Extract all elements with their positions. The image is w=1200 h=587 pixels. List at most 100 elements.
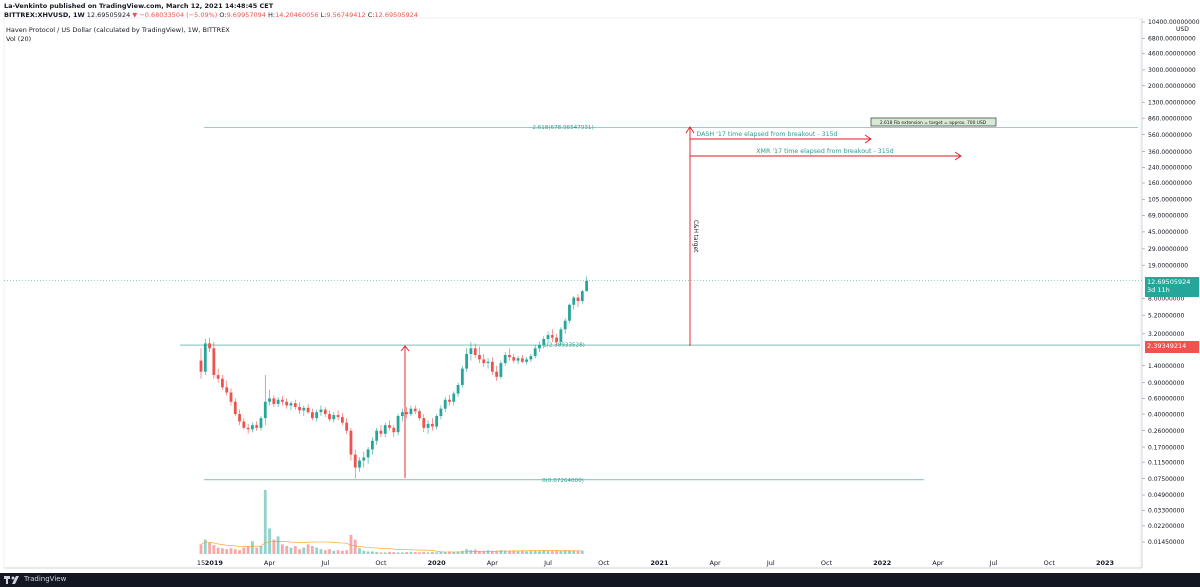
- y-tick-label: 0.11500000: [1148, 459, 1184, 466]
- candle-body: [452, 393, 456, 402]
- dash-time-arrowhead: [864, 134, 872, 144]
- volume-bar: [238, 550, 241, 554]
- volume-bar: [319, 549, 323, 554]
- x-tick-label: 15: [197, 559, 205, 567]
- volume-bar: [469, 550, 473, 554]
- volume-bar: [555, 550, 559, 554]
- candle-body: [418, 411, 421, 419]
- fib-label-2618: 2.618(678.96547931): [532, 125, 593, 131]
- candle-body: [572, 297, 576, 305]
- candle-body: [448, 399, 451, 402]
- candle-body: [310, 412, 314, 419]
- x-tick-label: 2023: [1096, 559, 1114, 567]
- breakout-arrowhead: [400, 345, 410, 352]
- volume-bar: [332, 550, 336, 554]
- volume-bar: [503, 550, 507, 554]
- volume-bar: [546, 550, 550, 554]
- volume-bar: [482, 550, 486, 554]
- y-tick-label: 240.00000000: [1148, 165, 1192, 172]
- y-tick-label: 860.00000000: [1148, 115, 1192, 122]
- last-price: 12.69505924: [86, 11, 131, 19]
- candle-body: [478, 354, 481, 360]
- candle-body: [328, 414, 331, 420]
- volume-bar: [576, 551, 580, 554]
- y-tick-label: 1300.00000000: [1148, 99, 1196, 106]
- series-legend: Haven Protocol / US Dollar (calculated b…: [6, 26, 230, 34]
- candle-body: [388, 425, 391, 428]
- fib-note-box: [870, 117, 997, 127]
- y-tick-label: 160.00000000: [1148, 180, 1192, 187]
- candle-body: [353, 454, 357, 468]
- y-tick-label: 105.00000000: [1148, 196, 1192, 203]
- volume-bar: [229, 548, 233, 554]
- volume-bar: [448, 551, 451, 554]
- volume-bar: [568, 550, 571, 554]
- y-tick-label: 0.40000000: [1148, 411, 1184, 418]
- x-tick-label: Apr: [709, 559, 721, 567]
- candle-body: [268, 398, 271, 402]
- candle-body: [580, 291, 584, 302]
- candle-body: [208, 343, 211, 349]
- candle-body: [199, 360, 203, 372]
- volume-bar: [388, 551, 391, 554]
- chart-canvas[interactable]: 10400.00000000 6800.00000000 4600.00000000…: [0, 0, 1200, 573]
- candle-body: [366, 449, 370, 458]
- volume-bar: [443, 552, 447, 554]
- candle-body: [345, 422, 349, 431]
- volume-bar: [345, 550, 349, 554]
- xmr-time-arrowhead: [954, 151, 962, 161]
- candle-body: [563, 320, 567, 330]
- candle-body: [559, 329, 563, 342]
- x-tick-label: 2019: [205, 559, 224, 567]
- volume-bar: [358, 548, 361, 554]
- volume-bar: [542, 550, 546, 554]
- volume-bar: [362, 550, 366, 554]
- fib-label-1: 1(2.38933528): [543, 343, 585, 349]
- volume-bar: [216, 547, 220, 554]
- candle-body: [409, 408, 413, 415]
- volume-bar: [422, 551, 426, 554]
- candle-body: [259, 418, 263, 428]
- volume-bar: [340, 550, 344, 554]
- volume-bar: [550, 551, 554, 554]
- symbol: BITTREX:XHVUSD, 1W: [4, 11, 85, 19]
- bar-countdown: 3d 11h: [1147, 286, 1170, 294]
- candle-body: [289, 403, 293, 406]
- candle-body: [443, 399, 447, 409]
- volume-bar: [293, 546, 297, 554]
- candle-body: [298, 407, 301, 411]
- volume-bar: [495, 550, 499, 554]
- brand-name: TradingView: [24, 575, 67, 583]
- volume-bar: [533, 550, 537, 554]
- x-tick-label: Apr: [487, 559, 499, 567]
- x-tick-label: 2022: [873, 559, 891, 567]
- y-tick-label: 0.17000000: [1148, 444, 1184, 451]
- x-tick-label: 2020: [428, 559, 447, 567]
- volume-bar: [328, 549, 331, 554]
- volume-bar: [435, 552, 439, 554]
- candle-body: [413, 408, 417, 412]
- volume-bar: [379, 552, 383, 554]
- candle-body: [383, 425, 387, 434]
- y-tick-label: 0.03300000: [1148, 507, 1184, 514]
- volume-bar: [525, 551, 529, 554]
- candle-body: [255, 425, 259, 428]
- candle-body: [229, 392, 233, 402]
- y-tick-label: 5.20000000: [1148, 312, 1184, 319]
- y-tick-label: 360.00000000: [1148, 149, 1192, 156]
- volume-bar: [310, 546, 314, 554]
- volume-bar: [508, 550, 511, 554]
- volume-bar: [409, 551, 413, 554]
- volume-bar: [203, 539, 207, 554]
- candle-body: [251, 425, 254, 430]
- volume-bar: [460, 550, 464, 554]
- volume-bar: [478, 550, 481, 554]
- y-tick-label: 69.00000000: [1148, 213, 1188, 220]
- y-tick-label: 19.00000000: [1148, 262, 1188, 269]
- volume-bar: [559, 550, 563, 554]
- volume-bar: [289, 547, 293, 554]
- candle-body: [225, 387, 229, 393]
- y-tick-label: 45.00000000: [1148, 229, 1188, 236]
- candle-body: [512, 357, 516, 361]
- candle-body: [340, 417, 344, 423]
